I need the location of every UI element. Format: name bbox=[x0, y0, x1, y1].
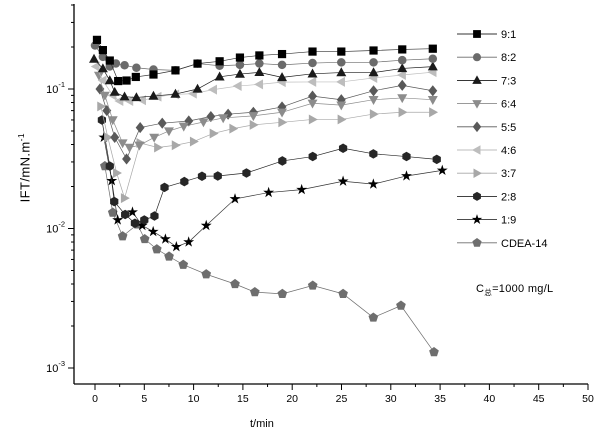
svg-text:35: 35 bbox=[434, 393, 446, 405]
svg-text:40: 40 bbox=[484, 393, 496, 405]
svg-text:7:3: 7:3 bbox=[501, 75, 516, 87]
svg-text:0: 0 bbox=[92, 393, 98, 405]
svg-text:15: 15 bbox=[237, 393, 249, 405]
svg-text:4:6: 4:6 bbox=[501, 145, 516, 157]
svg-text:30: 30 bbox=[385, 393, 397, 405]
svg-text:8:2: 8:2 bbox=[501, 52, 516, 64]
svg-text:9:1: 9:1 bbox=[501, 29, 516, 41]
svg-text:10-1: 10-1 bbox=[46, 80, 65, 96]
svg-text:25: 25 bbox=[336, 393, 348, 405]
svg-text:2:8: 2:8 bbox=[501, 191, 516, 203]
svg-text:6:4: 6:4 bbox=[501, 99, 516, 111]
svg-text:5:5: 5:5 bbox=[501, 122, 516, 134]
svg-text:10-3: 10-3 bbox=[46, 359, 65, 375]
svg-text:CDEA-14: CDEA-14 bbox=[501, 238, 547, 250]
svg-text:50: 50 bbox=[582, 393, 594, 405]
svg-text:45: 45 bbox=[533, 393, 545, 405]
svg-text:5: 5 bbox=[141, 393, 147, 405]
svg-text:10-2: 10-2 bbox=[46, 220, 65, 236]
svg-text:3:7: 3:7 bbox=[501, 168, 516, 180]
svg-text:10: 10 bbox=[188, 393, 200, 405]
svg-text:20: 20 bbox=[286, 393, 298, 405]
svg-text:1:9: 1:9 bbox=[501, 215, 516, 227]
